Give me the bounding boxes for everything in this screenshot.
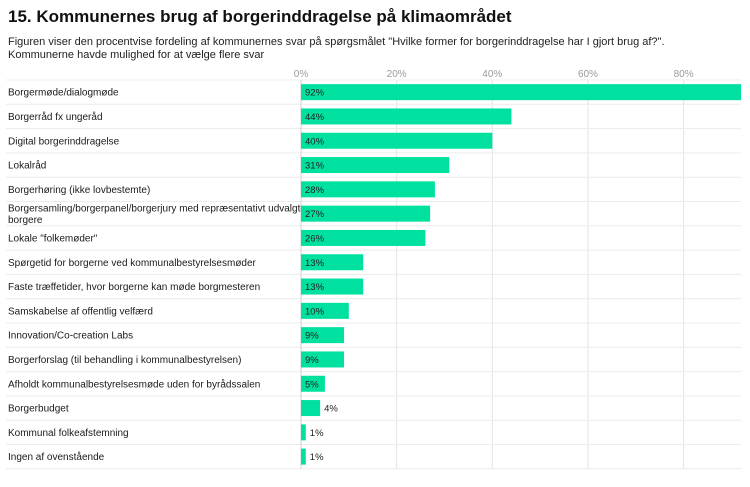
bar bbox=[301, 302, 349, 319]
value-label: 4% bbox=[324, 404, 338, 415]
value-label: 92% bbox=[305, 88, 325, 99]
value-label: 13% bbox=[305, 258, 325, 269]
category-label: Borgerbudget bbox=[8, 404, 69, 415]
category-label: Borgersamling/borgerpanel/borgerjury med… bbox=[8, 203, 306, 226]
bar bbox=[301, 424, 306, 441]
category-label: Borgerhøring (ikke lovbestemte) bbox=[8, 185, 150, 196]
category-label: Spørgetid for borgerne ved kommunalbesty… bbox=[8, 258, 257, 269]
bar bbox=[301, 375, 325, 392]
x-tick-label: 40% bbox=[482, 69, 502, 80]
value-label: 44% bbox=[305, 112, 325, 123]
category-label: Kommunal folkeafstemning bbox=[8, 428, 129, 439]
category-label: Lokalråd bbox=[8, 160, 46, 172]
category-label: Lokale "folkemøder" bbox=[8, 233, 98, 244]
bar bbox=[301, 327, 345, 344]
category-label: Digital borgerinddragelse bbox=[8, 136, 120, 147]
category-label: Faste træffetider, hvor borgerne kan mød… bbox=[8, 282, 260, 293]
value-label: 31% bbox=[305, 161, 325, 172]
bar bbox=[301, 229, 426, 246]
bar bbox=[301, 448, 306, 465]
value-label: 5% bbox=[305, 379, 319, 390]
category-label: Innovation/Co-creation Labs bbox=[8, 331, 133, 342]
category-label: Samskabelse af offentlig velfærd bbox=[8, 306, 153, 317]
bar bbox=[301, 400, 321, 417]
value-label: 13% bbox=[305, 282, 325, 293]
bar bbox=[301, 181, 435, 198]
chart-subtitle: Figuren viser den procentvise fordeling … bbox=[8, 36, 728, 62]
value-label: 26% bbox=[305, 233, 325, 244]
x-tick-label: 20% bbox=[387, 69, 407, 80]
value-label: 9% bbox=[305, 331, 319, 342]
bar bbox=[301, 84, 741, 101]
bar bbox=[301, 278, 364, 295]
subtitle-line-1: Figuren viser den procentvise fordeling … bbox=[8, 36, 665, 48]
value-label: 1% bbox=[310, 428, 324, 439]
bar bbox=[301, 157, 450, 174]
x-tick-label: 60% bbox=[578, 69, 598, 80]
value-label: 28% bbox=[305, 185, 325, 196]
category-label: Borgerforslag (til behandling i kommunal… bbox=[8, 355, 241, 366]
category-label: Borgerråd fx ungeråd bbox=[8, 111, 103, 123]
category-label: Ingen af ovenstående bbox=[8, 451, 105, 463]
value-label: 40% bbox=[305, 136, 325, 147]
bar bbox=[301, 205, 431, 222]
bar bbox=[301, 108, 512, 125]
value-label: 9% bbox=[305, 355, 319, 366]
bar bbox=[301, 254, 364, 271]
bar bbox=[301, 132, 493, 149]
x-tick-label: 80% bbox=[674, 69, 694, 80]
category-label: Borgermøde/dialogmøde bbox=[8, 88, 119, 99]
bar bbox=[301, 351, 345, 368]
subtitle-line-2: Kommunerne havde mulighed for at vælge f… bbox=[8, 49, 265, 61]
x-tick-label: 0% bbox=[294, 69, 309, 80]
value-label: 10% bbox=[305, 306, 325, 317]
chart-title: 15. Kommunernes brug af borgerinddragels… bbox=[8, 7, 512, 26]
value-label: 27% bbox=[305, 209, 325, 220]
value-label: 1% bbox=[310, 452, 324, 463]
category-label: Afholdt kommunalbestyrelsesmøde uden for… bbox=[8, 378, 260, 390]
